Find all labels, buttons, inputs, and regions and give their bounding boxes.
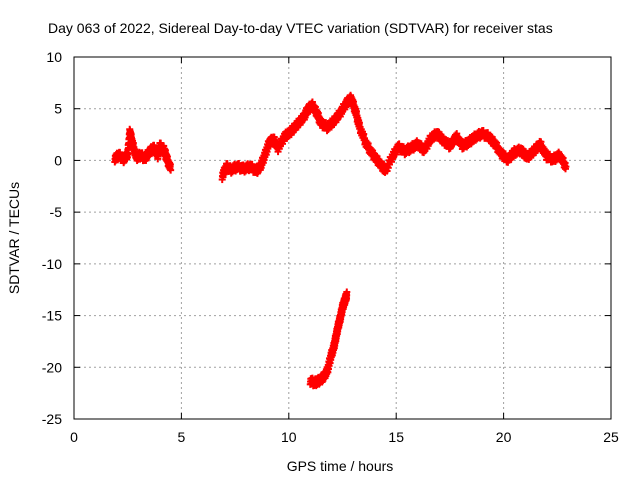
data-point [352, 98, 355, 106]
x-tick-label: 20 [496, 429, 512, 445]
data-point [363, 134, 366, 142]
data-point [340, 110, 343, 118]
data-point [169, 166, 172, 174]
data-point [558, 150, 561, 158]
data-point [392, 152, 395, 160]
data-point [559, 151, 562, 159]
data-point [355, 107, 358, 115]
data-point [364, 137, 367, 145]
data-point [341, 107, 344, 115]
data-point [391, 155, 394, 163]
data-point [359, 123, 362, 131]
y-tick-label: -15 [42, 308, 62, 324]
data-point [279, 142, 282, 150]
data-point [343, 105, 346, 113]
data-point [394, 150, 397, 158]
grid-lines [74, 57, 611, 419]
data-point [564, 159, 567, 167]
plot-frame [73, 56, 612, 420]
data-point [560, 153, 563, 161]
data-point [540, 142, 543, 150]
series-segment-2 [218, 91, 570, 184]
data-point [282, 137, 285, 145]
data-point [281, 140, 284, 148]
data-point [127, 144, 130, 152]
data-point [564, 163, 567, 171]
y-tick-label: 0 [54, 152, 62, 168]
y-axis-label: SDTVAR / TECUs [6, 182, 22, 294]
series-segment-1 [111, 125, 175, 174]
data-point [166, 153, 169, 161]
data-point [339, 112, 342, 120]
data-point [386, 167, 389, 175]
data-point [427, 142, 430, 150]
data-point [126, 150, 129, 158]
data-point [428, 139, 431, 147]
data-point [423, 147, 426, 155]
data-point [539, 138, 542, 146]
axis-ticks: 0 5 10 15 20 25 -25 -20 -15 -10 -5 0 5 10 [42, 49, 619, 445]
data-point [360, 125, 363, 133]
data-point [425, 145, 428, 153]
data-point [543, 145, 546, 153]
data-point [361, 128, 364, 136]
x-axis-label: GPS time / hours [287, 458, 394, 474]
data-points [111, 91, 570, 390]
data-point [345, 288, 348, 296]
y-tick-label: 10 [46, 49, 62, 65]
data-point [388, 161, 391, 169]
chart-title: Day 063 of 2022, Sidereal Day-to-day VTE… [48, 20, 553, 36]
y-tick-label: 5 [54, 101, 62, 117]
data-point [541, 143, 544, 151]
x-tick-label: 0 [70, 429, 78, 445]
data-point [387, 164, 390, 172]
x-tick-label: 5 [178, 429, 186, 445]
x-tick-label: 10 [281, 429, 297, 445]
data-point [544, 146, 547, 154]
data-point [169, 160, 172, 168]
series-segment-3 [306, 288, 351, 390]
data-point [362, 130, 365, 138]
data-point [277, 148, 280, 156]
data-point [562, 158, 565, 166]
y-tick-label: -10 [42, 256, 62, 272]
data-point [562, 154, 565, 162]
data-point [278, 145, 281, 153]
x-tick-label: 25 [603, 429, 619, 445]
y-tick-label: -20 [42, 359, 62, 375]
x-tick-label: 15 [388, 429, 404, 445]
y-tick-label: -5 [50, 204, 63, 220]
data-point [390, 158, 393, 166]
data-point [132, 139, 135, 147]
y-tick-label: -25 [42, 411, 62, 427]
data-point [358, 119, 361, 127]
data-point [344, 103, 347, 111]
